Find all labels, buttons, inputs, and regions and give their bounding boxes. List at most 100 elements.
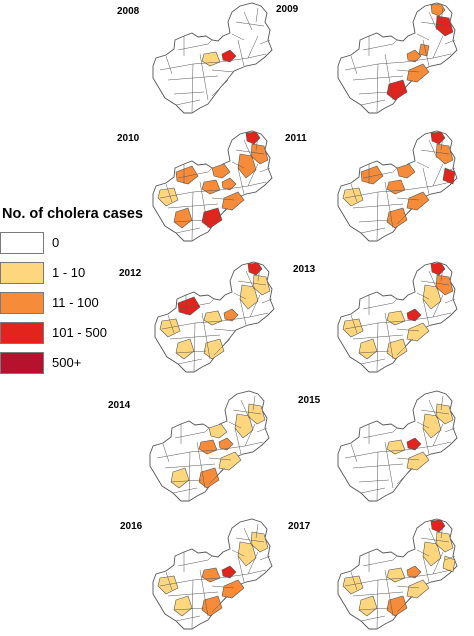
district-boundary-line — [358, 219, 390, 223]
district-boundary-line — [231, 33, 245, 41]
district-boundary-line — [211, 79, 229, 97]
district-boundary-line — [352, 203, 404, 209]
district-boundary-line — [233, 292, 247, 300]
district-boundary-line — [416, 549, 430, 557]
district-boundary-line — [167, 314, 175, 334]
district-north-west — [360, 165, 384, 185]
district-boundary-line — [243, 139, 253, 159]
district-boundary-line — [362, 431, 394, 439]
district-boundary-line — [392, 39, 398, 45]
district-boundary-line — [261, 298, 273, 304]
district-boundary-line — [239, 298, 247, 326]
district-boundary-line — [444, 427, 456, 433]
district-boundary-line — [344, 61, 406, 71]
district-copperbelt — [211, 163, 231, 179]
district-boundary-line — [416, 33, 430, 41]
district-boundary-line — [231, 161, 245, 169]
district-boundary-line — [204, 427, 210, 433]
district-lusaka — [221, 177, 237, 191]
district-lusaka — [221, 565, 237, 579]
district-boundary-line — [362, 171, 394, 179]
year-label-2013: 2013 — [293, 264, 316, 275]
district-boundary-line — [199, 53, 209, 101]
district-north-tip — [430, 262, 446, 276]
district-muchinga — [422, 541, 442, 567]
district-boundary-line — [440, 266, 444, 282]
district-boundary-line — [255, 7, 259, 23]
year-label-2012: 2012 — [119, 268, 142, 279]
district-boundary-line — [422, 298, 430, 326]
year-label-2015: 2015 — [298, 395, 321, 406]
district-boundary-line — [211, 207, 229, 225]
district-lusaka — [406, 437, 422, 451]
district-boundary-line — [237, 555, 245, 583]
year-label-2011: 2011 — [285, 133, 307, 144]
district-boundary-line — [165, 571, 173, 591]
district-boundary-line — [440, 395, 444, 411]
district-boundary-line — [255, 523, 259, 539]
district-boundary-line — [384, 441, 394, 489]
district-boundary-line — [376, 63, 379, 113]
district-boundary-line — [165, 55, 173, 75]
district-boundary-line — [188, 451, 191, 501]
district-boundary-line — [428, 527, 438, 547]
district-boundary-line — [196, 441, 206, 489]
district-boundary-line — [350, 183, 358, 203]
district-boundary-line — [344, 320, 406, 330]
district-boundary-line — [376, 322, 379, 372]
district-south-corridor — [218, 451, 242, 471]
district-map-2017 — [337, 518, 458, 630]
district-map-2012 — [154, 261, 275, 373]
district-boundary-line — [199, 181, 209, 229]
district-boundary-line — [175, 350, 207, 354]
district-boundary-line — [440, 135, 444, 151]
year-label-2008: 2008 — [117, 6, 140, 17]
district-boundary-line — [358, 607, 390, 611]
district-boundaries — [159, 135, 271, 241]
district-boundary-line — [165, 183, 173, 203]
district-boundary-line — [252, 395, 256, 411]
district-boundaries — [156, 395, 268, 501]
district-boundary-line — [352, 75, 404, 81]
district-boundary-line — [350, 443, 358, 463]
district-west — [342, 318, 364, 338]
district-boundary-line — [350, 571, 358, 591]
district-muchinga — [239, 284, 259, 310]
district-south-corridor — [221, 191, 245, 211]
district-boundary-line — [259, 555, 271, 561]
district-boundary-line — [344, 189, 406, 199]
district-boundary-line — [350, 55, 358, 75]
district-boundary-line — [444, 167, 456, 173]
district-north-tip — [430, 3, 446, 17]
district-boundary-line — [173, 91, 205, 95]
district-north-east — [435, 274, 454, 296]
district-boundary-line — [440, 7, 444, 23]
district-boundary-line — [360, 487, 386, 494]
district-boundary-line — [396, 338, 414, 356]
legend-swatch-0 — [0, 232, 44, 254]
district-west — [342, 187, 364, 207]
district-boundary-line — [392, 298, 398, 304]
district-boundary-line — [191, 191, 194, 241]
legend-label-0: 0 — [52, 235, 60, 250]
district-boundary-line — [420, 409, 450, 415]
district-boundary-line — [416, 161, 430, 169]
district-boundary-line — [247, 551, 259, 575]
district-boundary-line — [420, 537, 450, 543]
district-south-corridor — [406, 579, 430, 599]
district-boundary-line — [422, 39, 430, 67]
district-boundary-line — [352, 591, 404, 597]
district-boundary-line — [444, 298, 456, 304]
district-map-2009 — [337, 2, 458, 114]
district-boundary-line — [362, 43, 394, 51]
district-boundary-line — [208, 467, 226, 485]
district-boundary-line — [396, 328, 420, 332]
district-boundary-line — [167, 75, 219, 81]
district-north-east — [435, 403, 454, 425]
district-map-2016 — [152, 518, 273, 630]
district-boundary-line — [428, 139, 438, 159]
district-west — [159, 318, 181, 338]
district-boundary-line — [432, 35, 444, 59]
district-boundary-line — [191, 63, 194, 113]
district-boundary-line — [173, 219, 205, 223]
